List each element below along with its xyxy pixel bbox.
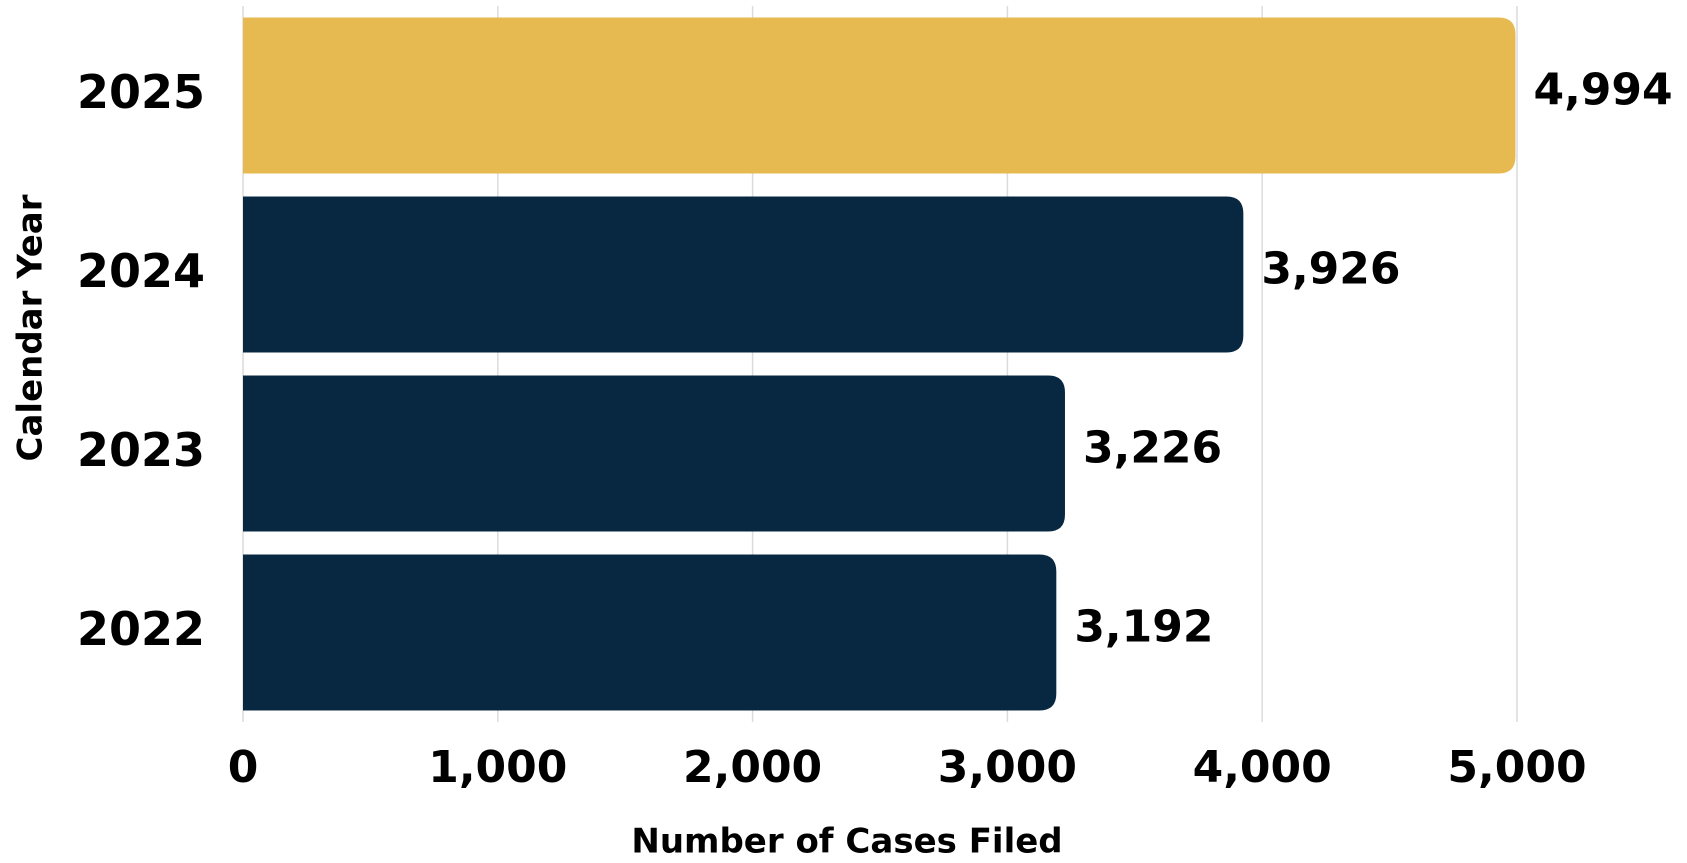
x-tick-label: 1,000 xyxy=(428,742,567,793)
bar xyxy=(243,554,1057,711)
y-axis-title: Calendar Year xyxy=(11,194,51,461)
y-tick-label: 2025 xyxy=(77,65,205,119)
value-label: 4,994 xyxy=(1533,65,1672,116)
x-tick-label: 0 xyxy=(228,742,259,793)
value-label: 3,192 xyxy=(1074,602,1213,653)
value-label: 3,226 xyxy=(1083,423,1222,474)
bar xyxy=(243,375,1065,532)
x-tick-label: 2,000 xyxy=(683,742,822,793)
x-tick-label: 3,000 xyxy=(938,742,1077,793)
bar xyxy=(243,17,1516,174)
bar xyxy=(243,196,1244,353)
x-axis-title: Number of Cases Filed xyxy=(631,822,1062,862)
y-tick-label: 2022 xyxy=(77,602,205,656)
x-tick-label: 5,000 xyxy=(1447,742,1586,793)
value-label: 3,926 xyxy=(1261,244,1400,295)
y-tick-label: 2023 xyxy=(77,423,205,477)
x-tick-label: 4,000 xyxy=(1193,742,1332,793)
y-tick-label: 2024 xyxy=(77,244,205,298)
